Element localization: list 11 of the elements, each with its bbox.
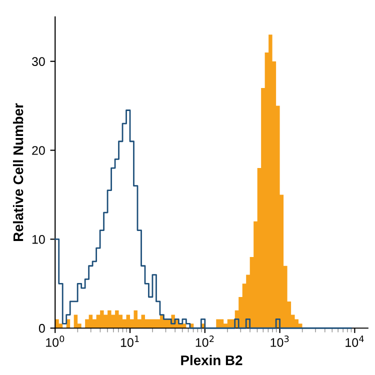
x-tick-label: 10$^{3}$ <box>270 336 289 347</box>
x-tick-label: 10$^{4}$ <box>346 336 364 347</box>
x-axis-title: Plexin B2 <box>181 355 242 366</box>
y-tick-label: 20 <box>32 146 45 155</box>
y-axis-title: Relative Cell Number <box>13 103 24 242</box>
y-tick-label: 10 <box>32 234 45 244</box>
x-tick-label: 10$^{1}$ <box>120 336 139 347</box>
x-tick-label: 10$^{0}$ <box>46 336 64 347</box>
y-tick-label: 30 <box>32 57 45 66</box>
y-tick-label: 0 <box>38 324 45 333</box>
x-tick-label: 10$^{2}$ <box>196 336 214 347</box>
